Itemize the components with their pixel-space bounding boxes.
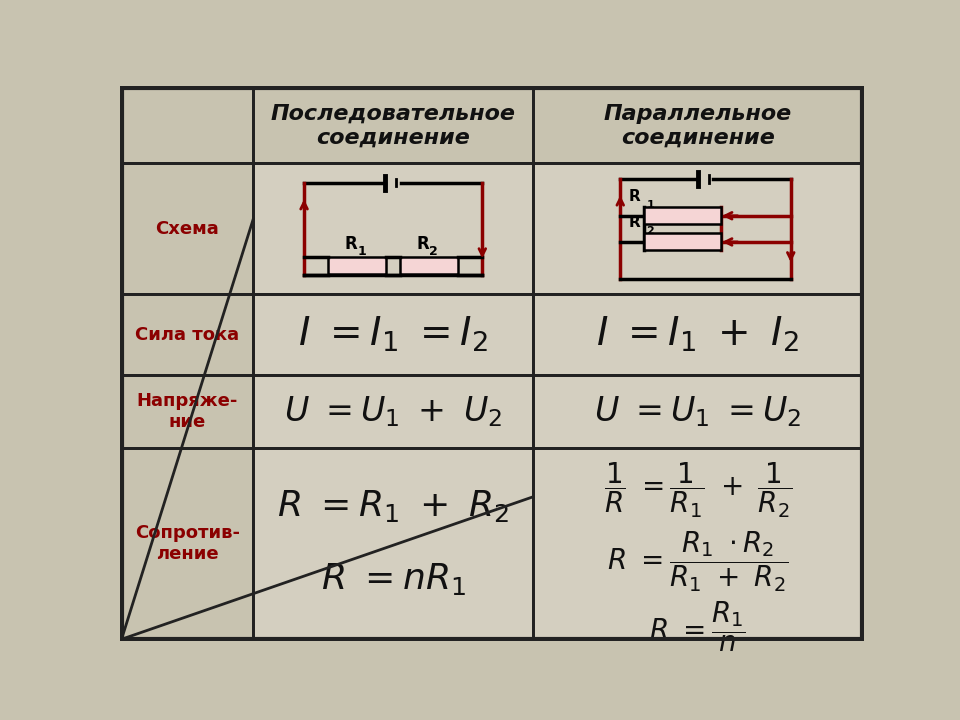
Bar [533, 88, 862, 163]
Bar [122, 294, 253, 375]
Text: $R\ =\dfrac{R_{1}}{n}$: $R\ =\dfrac{R_{1}}{n}$ [649, 600, 746, 654]
Text: $\mathit{R\ =nR_1}$: $\mathit{R\ =nR_1}$ [321, 561, 466, 597]
Bar [253, 375, 533, 449]
Bar [533, 294, 862, 375]
Text: Схема: Схема [156, 220, 219, 238]
Text: Последовательное
соединение: Последовательное соединение [271, 104, 516, 148]
Bar [400, 256, 458, 274]
Text: Сила тока: Сила тока [135, 325, 239, 343]
Text: R: R [345, 235, 357, 253]
Text: $\mathit{R\ =R_1\ +\ R_{2}}$: $\mathit{R\ =R_1\ +\ R_{2}}$ [277, 488, 509, 524]
Bar [328, 256, 386, 274]
Text: 2: 2 [429, 245, 439, 258]
Bar [533, 449, 862, 639]
Text: $\mathit{U\ =U_1\ =U_2}$: $\mathit{U\ =U_1\ =U_2}$ [594, 395, 802, 429]
Bar [122, 375, 253, 449]
Text: 1: 1 [647, 199, 655, 210]
Text: Напряже-
ние: Напряже- ние [136, 392, 238, 431]
Bar [122, 163, 253, 294]
Text: $\mathit{I\ =I_1\ =I_2}$: $\mathit{I\ =I_1\ =I_2}$ [299, 315, 489, 354]
Text: $\mathit{I\ =I_1\ +\ I_2}$: $\mathit{I\ =I_1\ +\ I_2}$ [596, 315, 799, 354]
Bar [253, 294, 533, 375]
Text: R: R [417, 235, 429, 253]
Bar [533, 163, 862, 294]
Text: 1: 1 [357, 245, 366, 258]
Bar [533, 375, 862, 449]
Bar [253, 449, 533, 639]
Bar [643, 233, 721, 251]
Text: R: R [629, 215, 640, 230]
Bar [253, 88, 533, 163]
Bar [643, 207, 721, 224]
Bar [122, 449, 253, 639]
Text: R: R [629, 189, 640, 204]
Text: Параллельное
соединение: Параллельное соединение [604, 104, 792, 148]
Text: $\dfrac{1}{R}\ =\dfrac{1}{R_{1}}\ +\ \dfrac{1}{R_{2}}$: $\dfrac{1}{R}\ =\dfrac{1}{R_{1}}\ +\ \df… [604, 461, 792, 521]
Text: Сопротив-
ление: Сопротив- ление [135, 524, 240, 563]
Bar [122, 88, 253, 163]
Text: 2: 2 [647, 226, 655, 235]
Bar [253, 163, 533, 294]
Text: $R\ =\dfrac{R_{1}\ \cdot R_{2}}{R_{1}\ +\ R_{2}}$: $R\ =\dfrac{R_{1}\ \cdot R_{2}}{R_{1}\ +… [607, 530, 788, 595]
Text: $\mathit{U\ =U_1\ +\ U_2}$: $\mathit{U\ =U_1\ +\ U_2}$ [284, 395, 502, 429]
